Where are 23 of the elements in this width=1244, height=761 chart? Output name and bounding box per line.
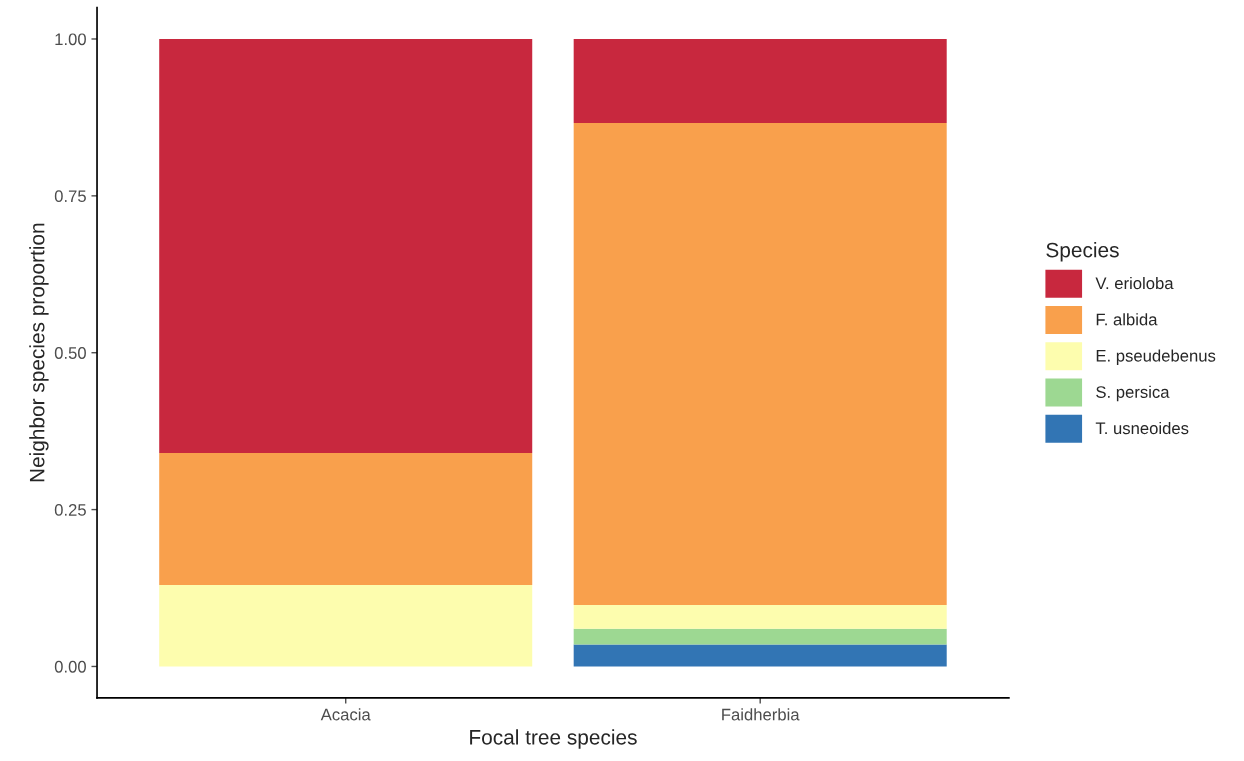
- legend-label: T. usneoides: [1095, 421, 1189, 435]
- y-tick-label: 0.25: [54, 503, 86, 516]
- bar: [159, 584, 533, 667]
- y-tick-label: 0.50: [54, 347, 86, 359]
- y-tick-label: 1.00: [55, 33, 86, 46]
- legend-label: F. albida: [1096, 313, 1158, 326]
- x-tick-label: Faidherbia: [722, 708, 800, 721]
- y-tick-label: 0.00: [54, 660, 86, 673]
- bar: [573, 628, 947, 645]
- y-axis-title: Neighbor species proportion: [29, 223, 49, 482]
- bar: [573, 644, 947, 667]
- y-tick-label: 0.75: [54, 190, 86, 203]
- x-tick-label: Acacia: [320, 708, 371, 721]
- legend-label: E. pseudebenus: [1096, 349, 1216, 365]
- bar: [573, 604, 947, 629]
- bar: [573, 123, 947, 605]
- bar: [573, 38, 947, 124]
- x-axis-title: Focal tree species: [470, 729, 637, 749]
- legend-title: Species: [1046, 242, 1119, 262]
- bar: [159, 453, 533, 585]
- legend-label: V. erioloba: [1095, 276, 1174, 290]
- bar: [159, 38, 533, 454]
- legend-label: S. persica: [1096, 385, 1170, 402]
